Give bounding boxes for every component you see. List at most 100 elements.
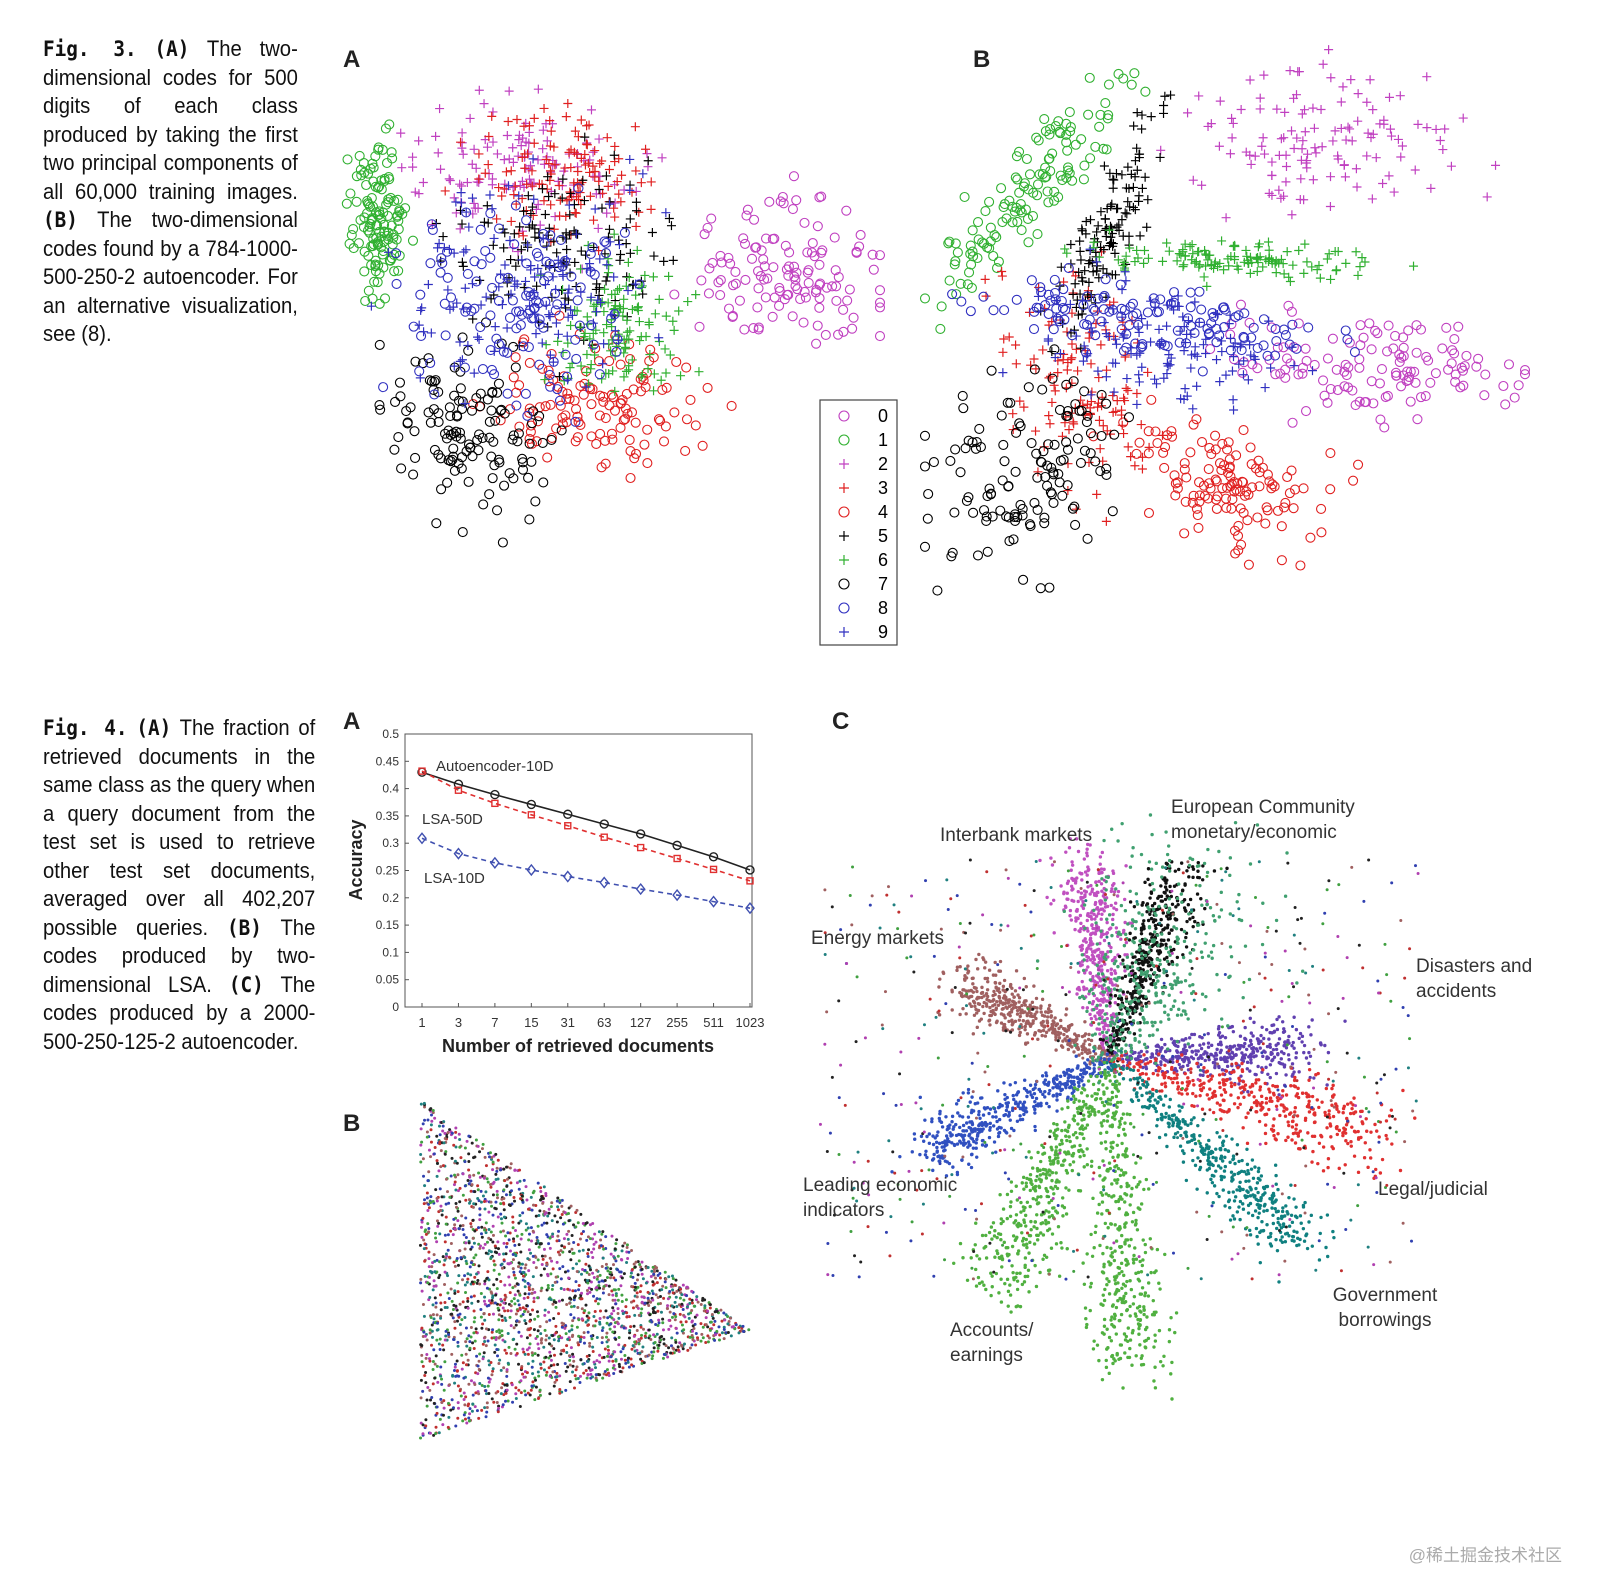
fig3b-digit-1 (919, 68, 1151, 334)
data-point (599, 876, 610, 889)
label-leading: Leading economic indicators (803, 1175, 958, 1221)
data-point (635, 829, 646, 839)
data-point (635, 882, 646, 896)
series-label: Autoencoder-10D (436, 758, 554, 775)
y-tick-label: 0.3 (382, 836, 399, 850)
data-point (418, 767, 426, 775)
fig3b-digit-4 (1088, 394, 1364, 571)
data-point (453, 847, 464, 860)
data-point (745, 902, 755, 915)
data-point (454, 786, 463, 794)
series-LSA-50D: LSA-50D (418, 767, 754, 885)
label-energy: Energy markets (811, 928, 945, 949)
watermark: @稀土掘金技术社区 (1408, 1546, 1562, 1565)
data-point (489, 856, 500, 869)
fig3b-digit-2 (1156, 45, 1501, 223)
x-tick-label: 511 (703, 1015, 724, 1030)
legend-item: 2 (839, 454, 888, 474)
fig4-caption: Fig. 4. (A) The fraction of retrieved do… (43, 714, 315, 1056)
fig3a-digit-4 (468, 310, 737, 484)
y-tick-label: 0.45 (376, 754, 400, 768)
digit-legend: 0 1 2 3 4 5 6 7 8 9 (819, 399, 898, 646)
label-government: Government borrowings (1332, 1285, 1438, 1331)
data-point (708, 895, 719, 908)
tag-a: (A) (136, 716, 172, 740)
caption-a: The two-dimensional codes for 500 digits… (43, 36, 298, 204)
data-point (636, 843, 645, 852)
legend-item: 4 (838, 502, 888, 522)
fig4-number: Fig. 4. (43, 716, 128, 740)
data-point (600, 833, 608, 841)
legend-label: 1 (878, 430, 888, 450)
legend-label: 0 (878, 406, 888, 426)
x-tick-label: 1 (418, 1015, 425, 1030)
legend-label: 5 (878, 526, 888, 546)
series-label: LSA-50D (422, 811, 483, 828)
legend-item: 8 (838, 598, 888, 618)
legend-item: 6 (839, 550, 888, 570)
series-label: LSA-10D (424, 870, 485, 887)
fig3b-digit-9 (998, 244, 1317, 415)
caption-a: The fraction of retrieved documents in t… (43, 715, 316, 940)
x-axis-label: Number of retrieved documents (442, 1036, 714, 1056)
fig4c-scatter (818, 813, 1420, 1401)
legend-label: 9 (878, 622, 888, 642)
tag-b: (B) (43, 208, 78, 232)
data-point (563, 809, 573, 819)
data-point (527, 811, 536, 819)
y-tick-label: 0 (392, 1000, 399, 1014)
y-tick-label: 0.5 (382, 727, 399, 741)
y-tick-label: 0.4 (382, 782, 399, 796)
legend-item: 1 (838, 430, 888, 450)
legend-label: 4 (878, 502, 888, 522)
fig3b-digit-8 (947, 262, 1360, 377)
fig3b-digit-5 (1036, 90, 1176, 357)
accuracy-chart: 00.050.10.150.20.250.30.350.40.450.51 3 7 1… (346, 727, 764, 1056)
data-point (672, 888, 683, 902)
fig3a-digit-7 (374, 317, 567, 548)
series-LSA-10D: LSA-10D (417, 832, 755, 915)
y-tick-label: 0.15 (376, 918, 400, 932)
series-line (421, 770, 751, 882)
series-line (421, 837, 751, 909)
data-point (745, 865, 755, 875)
fig4-panel-b: B (343, 1110, 361, 1137)
tag-a: (A) (154, 37, 190, 61)
fig3a-digit-0 (669, 171, 886, 349)
caption-b: The codes produced by two-dimensional LS… (43, 914, 316, 997)
fig4-panel-c: C (832, 708, 850, 735)
legend-label: 3 (878, 478, 888, 498)
data-point (490, 789, 500, 800)
fig4-panel-a: A (343, 708, 361, 735)
legend-item: 5 (839, 526, 888, 546)
data-point (526, 799, 537, 810)
tag-c: (C) (228, 972, 264, 997)
y-tick-label: 0.2 (382, 891, 399, 905)
y-tick-label: 0.1 (382, 945, 399, 959)
data-point (709, 865, 718, 874)
series-line (421, 771, 751, 871)
x-tick-label: 7 (491, 1015, 498, 1030)
legend-label: 2 (878, 454, 888, 474)
x-tick-label: 3 (455, 1015, 462, 1030)
x-tick-label: 63 (597, 1015, 611, 1030)
data-point (453, 779, 464, 789)
y-tick-label: 0.35 (376, 809, 400, 823)
fig3b-digit-6 (1060, 225, 1419, 291)
legend-label: 7 (878, 574, 888, 594)
y-tick-label: 0.05 (376, 973, 400, 987)
data-point (708, 852, 719, 862)
legend-label: 6 (878, 550, 888, 570)
caption-c: The codes produced by a 2000-500-250-125… (43, 971, 316, 1054)
legend-item: 7 (838, 574, 888, 594)
fig3a-digit-9 (366, 154, 671, 409)
x-tick-label: 15 (524, 1015, 538, 1030)
fig3-panel-b: B (973, 46, 991, 73)
tag-b: (B) (227, 915, 262, 940)
fig3b-digit-0 (1205, 299, 1531, 433)
data-point (491, 799, 499, 808)
label-accounts: Accounts/ earnings (950, 1320, 1034, 1366)
legend-item: 9 (839, 622, 888, 642)
legend-item: 3 (839, 478, 888, 498)
